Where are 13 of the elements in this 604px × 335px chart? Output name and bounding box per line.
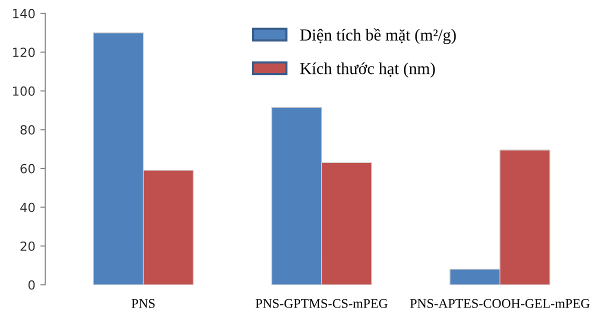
x-tick-label: PNS-APTES-COOH-GEL-mPEG	[410, 299, 590, 308]
x-tick-label: PNS	[132, 299, 155, 308]
y-tick-label: 0	[28, 280, 35, 290]
legend-label: Diện tích bề mặt (m²/g)	[300, 28, 456, 44]
legend-label: Kích thước hạt (nm)	[300, 62, 435, 78]
y-tick-label: 120	[13, 48, 35, 58]
y-tick-label: 80	[20, 125, 35, 135]
y-tick-label: 40	[20, 202, 35, 212]
y-tick-label: 20	[20, 241, 35, 251]
y-tick-label: 60	[20, 164, 35, 174]
y-tick-label: 100	[13, 86, 35, 96]
x-tick-label: PNS-GPTMS-CS-mPEG	[256, 299, 388, 308]
y-tick-label: 140	[13, 8, 35, 18]
